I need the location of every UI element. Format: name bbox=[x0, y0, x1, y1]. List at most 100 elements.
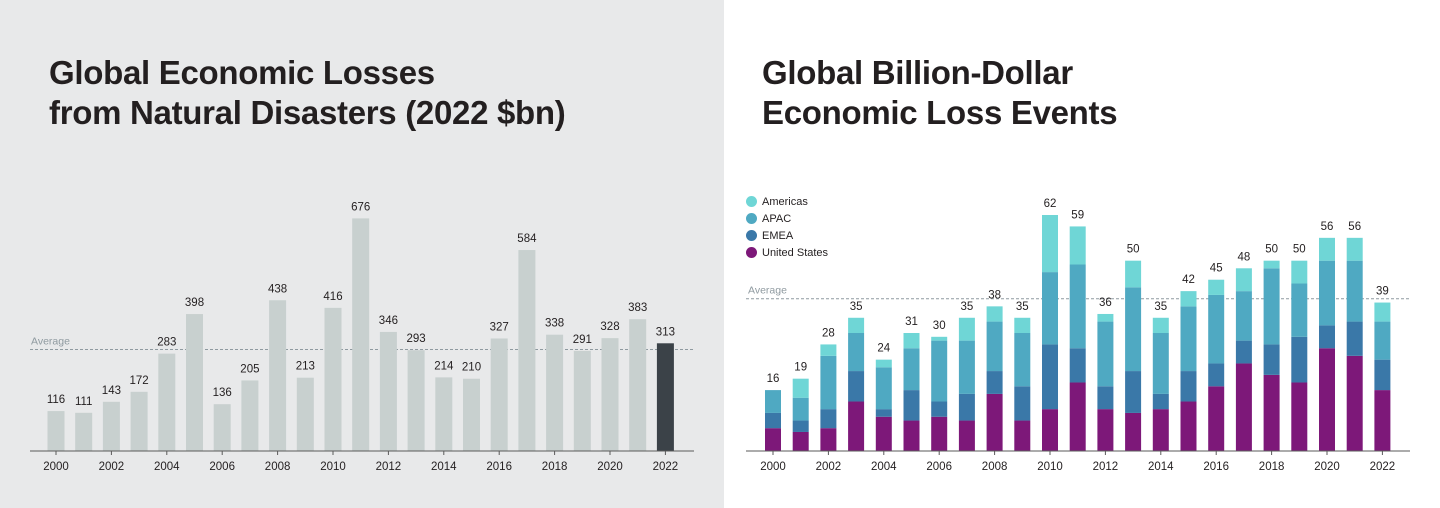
bar-segment-united-states-2020 bbox=[1319, 348, 1335, 451]
bar-total-label: 59 bbox=[1071, 209, 1084, 221]
bar-value-label: 383 bbox=[628, 302, 647, 314]
bar-segment-apac-2009 bbox=[1014, 333, 1031, 387]
bar-total-label: 42 bbox=[1182, 274, 1195, 286]
bar-segment-apac-2016 bbox=[1208, 294, 1225, 364]
bar-segment-apac-2012 bbox=[1097, 321, 1114, 387]
bar-value-label: 214 bbox=[434, 360, 454, 372]
bar-segment-emea-2003 bbox=[848, 371, 865, 402]
bar-segment-united-states-2017 bbox=[1235, 363, 1252, 451]
bar-segment-emea-2001 bbox=[792, 420, 809, 432]
average-label: Average bbox=[748, 285, 787, 297]
bar-total-label: 16 bbox=[767, 373, 780, 385]
bar-2017 bbox=[518, 250, 536, 451]
bar-2000 bbox=[47, 411, 65, 451]
left-bar-chart: Average 116 2000 111 143 2002 172 283 2004 398 136… bbox=[30, 201, 694, 473]
bar-segment-emea-2011 bbox=[1069, 348, 1086, 383]
bar-total-label: 50 bbox=[1265, 244, 1278, 256]
bar-segment-united-states-2004 bbox=[875, 416, 892, 451]
legend-label: Americas bbox=[762, 195, 808, 208]
bar-segment-united-states-2006 bbox=[931, 416, 948, 451]
bar-segment-americas-2016 bbox=[1208, 279, 1225, 295]
bar-segment-americas-2012 bbox=[1097, 313, 1114, 322]
bar-2022 bbox=[656, 343, 674, 451]
bar-segment-apac-2014 bbox=[1152, 333, 1169, 394]
bar-segment-americas-2005 bbox=[903, 333, 920, 349]
bar-2004 bbox=[158, 353, 176, 451]
right-title-line2: Economic Loss Events bbox=[762, 94, 1118, 131]
bar-segment-apac-2005 bbox=[903, 348, 920, 391]
right-chart-title: Global Billion-Dollar Economic Loss Even… bbox=[762, 53, 1118, 133]
bar-total-label: 35 bbox=[1154, 301, 1167, 313]
x-tick-label: 2012 bbox=[1093, 461, 1119, 473]
bar-segment-apac-2017 bbox=[1235, 291, 1252, 341]
bar-value-label: 584 bbox=[517, 233, 537, 245]
bar-segment-apac-2008 bbox=[986, 321, 1003, 372]
bar-segment-emea-2014 bbox=[1152, 393, 1169, 410]
bar-value-label: 346 bbox=[379, 315, 398, 327]
bar-2020 bbox=[601, 338, 619, 451]
bar-segment-apac-2019 bbox=[1291, 283, 1308, 337]
bar-segment-emea-2007 bbox=[958, 393, 975, 421]
bar-segment-emea-2000 bbox=[765, 412, 781, 429]
bar-value-label: 327 bbox=[490, 321, 509, 333]
bar-segment-apac-2004 bbox=[875, 367, 892, 410]
bar-value-label: 676 bbox=[351, 201, 370, 213]
bar-2018 bbox=[546, 334, 564, 451]
bar-segment-americas-2018 bbox=[1263, 260, 1280, 269]
x-tick-label: 2016 bbox=[486, 461, 512, 473]
x-tick-label: 2014 bbox=[1148, 461, 1174, 473]
bar-total-label: 35 bbox=[1016, 301, 1029, 313]
x-tick-label: 2000 bbox=[43, 461, 69, 473]
bar-total-label: 28 bbox=[822, 327, 835, 339]
x-tick-label: 2012 bbox=[376, 461, 402, 473]
bar-segment-emea-2009 bbox=[1014, 386, 1031, 421]
bar-segment-emea-2002 bbox=[820, 409, 837, 429]
bar-segment-apac-2022 bbox=[1374, 321, 1391, 360]
legend-item-emea: EMEA bbox=[746, 227, 828, 244]
bar-segment-americas-2020 bbox=[1319, 237, 1335, 261]
bar-value-label: 116 bbox=[47, 394, 65, 406]
bar-segment-americas-2010 bbox=[1042, 215, 1058, 273]
bar-segment-united-states-2012 bbox=[1097, 409, 1114, 451]
bar-segment-apac-2006 bbox=[931, 340, 948, 402]
x-tick-label: 2022 bbox=[1370, 461, 1396, 473]
bar-total-label: 50 bbox=[1293, 244, 1306, 256]
right-title-line1: Global Billion-Dollar bbox=[762, 54, 1073, 91]
bar-segment-united-states-2016 bbox=[1208, 386, 1225, 451]
bar-segment-united-states-2003 bbox=[848, 401, 865, 451]
bar-segment-emea-2017 bbox=[1235, 340, 1252, 364]
bar-segment-americas-2014 bbox=[1152, 317, 1169, 333]
bar-value-label: 213 bbox=[296, 361, 315, 373]
bar-2014 bbox=[435, 377, 453, 451]
bar-segment-united-states-2011 bbox=[1069, 382, 1086, 451]
bar-segment-emea-2005 bbox=[903, 390, 920, 421]
left-panel: Global Economic Losses from Natural Disa… bbox=[0, 0, 724, 508]
x-tick-label: 2000 bbox=[760, 461, 786, 473]
bar-segment-emea-2008 bbox=[986, 371, 1003, 394]
x-tick-label: 2022 bbox=[653, 461, 679, 473]
legend-label: EMEA bbox=[762, 229, 794, 242]
bar-value-label: 293 bbox=[407, 333, 426, 345]
bar-total-label: 50 bbox=[1127, 244, 1140, 256]
bar-segment-apac-2021 bbox=[1346, 260, 1363, 322]
bar-segment-americas-2008 bbox=[986, 306, 1003, 322]
bar-value-label: 136 bbox=[213, 387, 232, 399]
bar-2005 bbox=[186, 314, 203, 451]
bar-value-label: 328 bbox=[600, 321, 619, 333]
bar-total-label: 19 bbox=[794, 362, 807, 374]
bar-segment-emea-2018 bbox=[1263, 344, 1280, 375]
x-tick-label: 2006 bbox=[926, 461, 952, 473]
bar-segment-united-states-2007 bbox=[958, 420, 975, 451]
bar-total-label: 24 bbox=[877, 343, 890, 355]
bar-total-label: 35 bbox=[961, 301, 974, 313]
bar-segment-united-states-2005 bbox=[903, 420, 920, 451]
x-tick-label: 2018 bbox=[1259, 461, 1285, 473]
bar-2015 bbox=[463, 378, 480, 451]
x-tick-label: 2014 bbox=[431, 461, 457, 473]
bar-value-label: 205 bbox=[240, 363, 259, 375]
bar-segment-americas-2006 bbox=[931, 336, 948, 341]
bar-segment-united-states-2019 bbox=[1291, 382, 1308, 451]
bar-value-label: 172 bbox=[130, 375, 149, 387]
legend-item-apac: APAC bbox=[746, 210, 828, 227]
